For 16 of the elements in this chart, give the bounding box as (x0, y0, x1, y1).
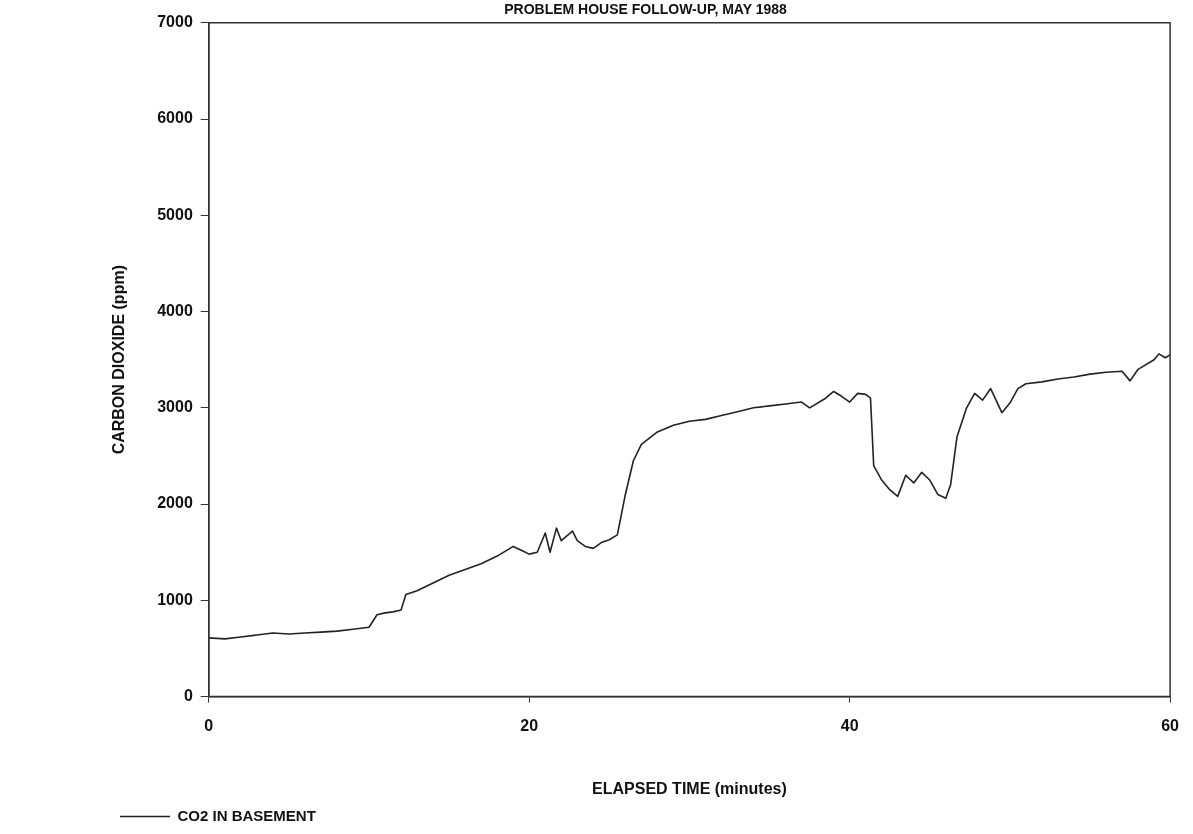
y-tick-label: 5000 (157, 205, 193, 223)
x-tick-label: 20 (520, 716, 539, 734)
y-tick-label: 6000 (157, 109, 193, 127)
x-axis-title: ELAPSED TIME (minutes) (592, 779, 787, 797)
y-tick-label: 4000 (157, 301, 193, 319)
y-tick-label: 3000 (157, 398, 193, 416)
x-tick-label: 40 (840, 716, 859, 734)
legend-label: CO2 IN BASEMENT (177, 806, 316, 824)
x-tick-label: 0 (204, 716, 214, 734)
y-tick-label: 7000 (157, 13, 193, 31)
chart-title: PROBLEM HOUSE FOLLOW-UP, MAY 1988 (504, 1, 788, 18)
x-tick-label: 60 (1161, 716, 1180, 734)
y-tick-label: 2000 (157, 494, 193, 512)
y-tick-label: 1000 (157, 590, 193, 608)
y-tick-label: 0 (183, 687, 193, 705)
y-axis-title: CARBON DIOXIDE (ppm) (110, 265, 128, 455)
